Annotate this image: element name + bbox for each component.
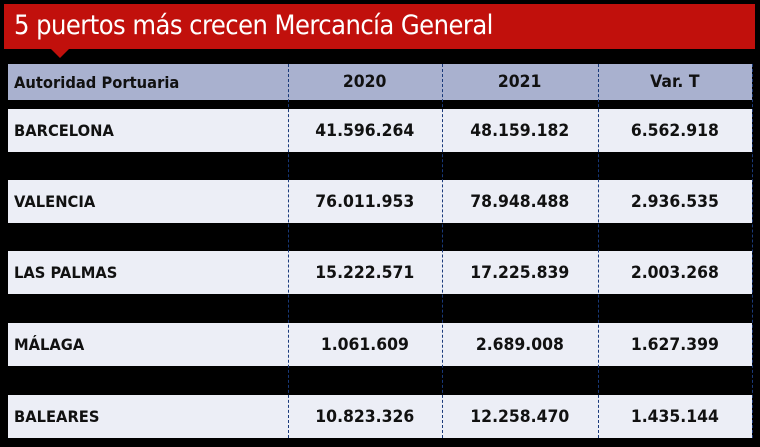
port-name-text: BARCELONA xyxy=(14,121,114,140)
page-title: 5 puertos más crecen Mercancía General xyxy=(14,10,493,41)
value-2020: 41.596.264 xyxy=(288,109,442,152)
value-2020: 15.222.571 xyxy=(288,251,442,294)
value-var: 1.435.144 xyxy=(598,395,752,438)
header-2020-label: 2020 xyxy=(343,72,387,92)
header-var: Var. T xyxy=(598,64,752,100)
port-name-text: VALENCIA xyxy=(14,192,96,211)
title-banner: 5 puertos más crecen Mercancía General xyxy=(4,4,755,49)
value-2020-text: 76.011.953 xyxy=(315,191,415,212)
value-2021: 2.689.008 xyxy=(442,323,598,366)
value-2021: 12.258.470 xyxy=(442,395,598,438)
table-row: MÁLAGA 1.061.609 2.689.008 1.627.399 xyxy=(8,323,752,366)
header-port: Autoridad Portuaria xyxy=(8,64,288,100)
port-name: MÁLAGA xyxy=(8,323,288,366)
value-2020: 76.011.953 xyxy=(288,180,442,223)
value-2020: 1.061.609 xyxy=(288,323,442,366)
value-var-text: 2.936.535 xyxy=(630,191,720,212)
column-divider xyxy=(752,64,753,438)
column-divider xyxy=(598,64,599,438)
value-2021-text: 12.258.470 xyxy=(470,406,570,427)
port-name: BARCELONA xyxy=(8,109,288,152)
table-header: Autoridad Portuaria 2020 2021 Var. T xyxy=(8,64,752,100)
port-name: LAS PALMAS xyxy=(8,251,288,294)
header-port-label: Autoridad Portuaria xyxy=(14,72,180,92)
column-divider xyxy=(442,64,443,438)
value-2021: 48.159.182 xyxy=(442,109,598,152)
table-row: BARCELONA 41.596.264 48.159.182 6.562.91… xyxy=(8,109,752,152)
port-name-text: MÁLAGA xyxy=(14,335,85,354)
value-2021-text: 48.159.182 xyxy=(470,120,570,141)
header-var-label: Var. T xyxy=(650,72,700,92)
port-name-text: BALEARES xyxy=(14,407,100,426)
value-2020-text: 41.596.264 xyxy=(315,120,415,141)
table-row: VALENCIA 76.011.953 78.948.488 2.936.535 xyxy=(8,180,752,223)
table-row: LAS PALMAS 15.222.571 17.225.839 2.003.2… xyxy=(8,251,752,294)
value-var-text: 1.435.144 xyxy=(630,406,720,427)
banner-pointer xyxy=(51,49,69,58)
header-2021: 2021 xyxy=(442,64,598,100)
value-var-text: 2.003.268 xyxy=(630,262,720,283)
value-2020-text: 10.823.326 xyxy=(315,406,415,427)
value-2020-text: 15.222.571 xyxy=(315,262,415,283)
header-2020: 2020 xyxy=(288,64,442,100)
port-name: VALENCIA xyxy=(8,180,288,223)
value-2020: 10.823.326 xyxy=(288,395,442,438)
value-2021: 17.225.839 xyxy=(442,251,598,294)
value-2020-text: 1.061.609 xyxy=(320,334,410,355)
port-name: BALEARES xyxy=(8,395,288,438)
port-name-text: LAS PALMAS xyxy=(14,263,118,282)
value-var: 2.003.268 xyxy=(598,251,752,294)
value-var: 1.627.399 xyxy=(598,323,752,366)
value-var-text: 6.562.918 xyxy=(630,120,720,141)
value-2021-text: 17.225.839 xyxy=(470,262,570,283)
value-var-text: 1.627.399 xyxy=(630,334,720,355)
value-var: 2.936.535 xyxy=(598,180,752,223)
header-2021-label: 2021 xyxy=(498,72,542,92)
value-2021-text: 2.689.008 xyxy=(475,334,565,355)
table-row: BALEARES 10.823.326 12.258.470 1.435.144 xyxy=(8,395,752,438)
column-divider xyxy=(288,64,289,438)
value-2021-text: 78.948.488 xyxy=(470,191,570,212)
value-var: 6.562.918 xyxy=(598,109,752,152)
value-2021: 78.948.488 xyxy=(442,180,598,223)
